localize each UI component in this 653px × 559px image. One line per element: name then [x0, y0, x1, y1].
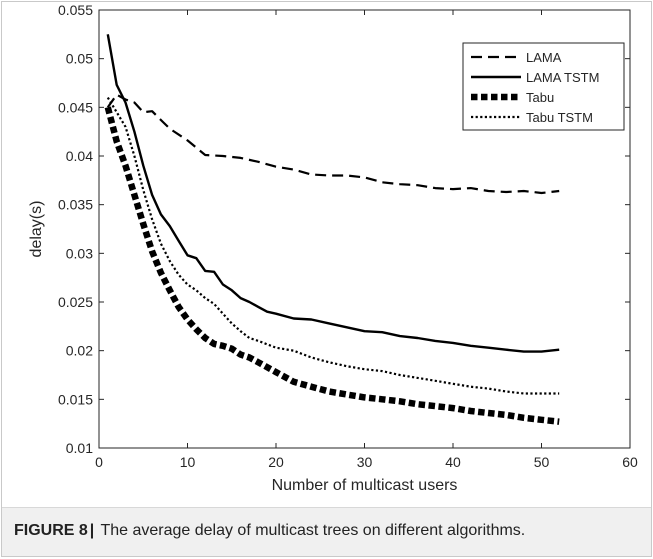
- chart-area: 0 10 20 30 40 50 60 0.01 0.015 0.02 0.025 0.03 0.035…: [2, 2, 653, 507]
- y-tick-label: 0.05: [66, 51, 93, 67]
- x-tick-label: 10: [180, 454, 196, 470]
- y-tick-label: 0.015: [58, 391, 93, 407]
- legend-label: LAMA: [526, 50, 562, 65]
- series-line-lama: [106, 93, 560, 195]
- legend-label: LAMA TSTM: [526, 70, 599, 85]
- legend-label: Tabu: [526, 90, 554, 105]
- caption-separator: |: [89, 522, 95, 539]
- legend-label: Tabu TSTM: [526, 110, 593, 125]
- caption-text: The average delay of multicast trees on …: [96, 522, 526, 539]
- y-tick-label: 0.055: [58, 2, 93, 18]
- y-tick-label: 0.03: [66, 245, 93, 261]
- x-tick-label: 0: [95, 454, 103, 470]
- y-tick-label: 0.04: [66, 148, 93, 164]
- y-axis-label: delay(s): [28, 201, 45, 258]
- x-tick-label: 30: [357, 454, 373, 470]
- y-tick-label: 0.02: [66, 343, 93, 359]
- x-tick-label: 40: [445, 454, 461, 470]
- y-tick-label: 0.035: [58, 197, 93, 213]
- series-line-lama-tstm: [106, 34, 560, 353]
- x-tick-label: 50: [534, 454, 550, 470]
- y-tick-label: 0.045: [58, 99, 93, 115]
- line-chart: 0 10 20 30 40 50 60 0.01 0.015 0.02 0.025 0.03 0.035…: [28, 2, 638, 494]
- y-tick-label: 0.01: [66, 440, 93, 456]
- series-line-tabu: [104, 106, 560, 425]
- figure-caption: FIGURE 8 | The average delay of multicast…: [2, 507, 651, 556]
- series-line-tabu-tstm: [106, 97, 560, 395]
- x-tick-label: 20: [268, 454, 284, 470]
- caption-label: FIGURE 8: [14, 522, 88, 539]
- x-tick-label: 60: [622, 454, 638, 470]
- y-tick-label: 0.025: [58, 294, 93, 310]
- x-axis-label: Number of multicast users: [272, 477, 458, 494]
